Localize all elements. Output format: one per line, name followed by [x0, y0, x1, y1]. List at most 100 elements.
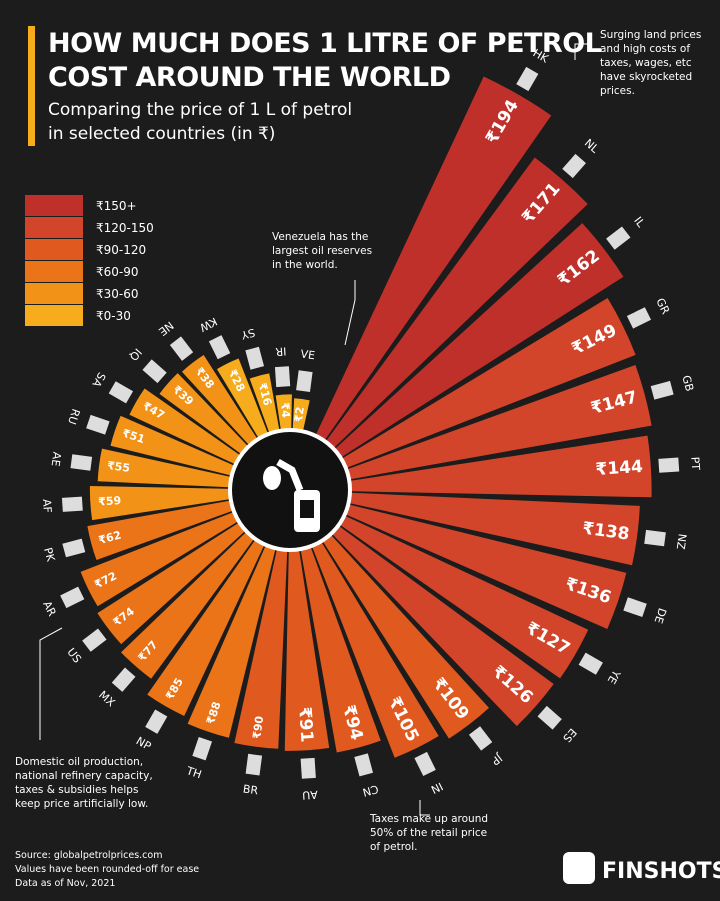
flag — [296, 370, 313, 392]
brand-logo — [563, 852, 595, 884]
country-label: CN — [361, 782, 380, 799]
value-label: ₹16 — [256, 382, 275, 408]
flag — [650, 380, 674, 400]
annotation: Taxes make up around — [369, 813, 488, 825]
bar — [300, 544, 381, 753]
flag — [62, 538, 86, 558]
chart-subtitle: in selected countries (in ₹) — [48, 124, 275, 144]
legend-label: ₹60-90 — [96, 265, 139, 279]
bar — [159, 373, 250, 456]
bar — [80, 511, 241, 607]
bar — [97, 521, 248, 645]
country-label: AE — [49, 451, 64, 467]
legend-label: ₹0-30 — [96, 309, 131, 323]
source-note: Data as of Nov, 2021 — [15, 878, 115, 889]
source-note: Source: globalpetrolprices.com — [15, 850, 162, 861]
flag — [60, 586, 85, 609]
bar — [346, 492, 640, 566]
flag — [208, 335, 231, 360]
flag — [245, 753, 263, 776]
annotation: in the world. — [272, 259, 338, 271]
bar — [147, 537, 266, 716]
annotation: prices. — [600, 85, 635, 97]
flag — [562, 153, 586, 179]
flag — [623, 597, 647, 617]
annotation: Venezuela has the — [272, 231, 368, 243]
bar — [314, 76, 552, 443]
bar — [234, 546, 288, 749]
bar — [332, 223, 624, 459]
value-label: ₹4 — [278, 402, 292, 418]
legend-label: ₹150+ — [96, 199, 137, 213]
country-label: PT — [688, 456, 702, 470]
flag — [468, 726, 493, 751]
country-label: TH — [184, 764, 203, 781]
value-label: ₹59 — [98, 494, 122, 508]
flag — [644, 529, 666, 547]
value-label: ₹62 — [97, 528, 123, 547]
legend-label: ₹30-60 — [96, 287, 139, 301]
bar — [87, 500, 236, 561]
chart-subtitle: Comparing the price of 1 L of petrol — [48, 100, 352, 120]
country-label: AU — [302, 788, 318, 802]
bar — [343, 503, 627, 629]
annotation: Surging land prices — [600, 29, 701, 41]
flag — [606, 226, 631, 250]
legend-swatch — [25, 239, 83, 260]
annotation: national refinery capacity, — [15, 770, 153, 782]
annotation: 50% of the retail price — [370, 827, 487, 839]
country-label: SY — [240, 326, 257, 342]
title-accent — [28, 26, 35, 146]
annotation: Domestic oil production, — [15, 756, 143, 768]
flag — [192, 736, 213, 761]
bar — [89, 485, 233, 521]
center-icon — [228, 428, 352, 552]
flag — [354, 753, 374, 777]
legend-label: ₹120-150 — [96, 221, 154, 235]
bar — [97, 448, 234, 488]
annotation: taxes, wages, etc — [600, 57, 692, 69]
flag — [516, 66, 539, 92]
bar — [321, 532, 489, 739]
value-label: ₹91 — [294, 706, 316, 743]
annotation: and high costs of — [600, 43, 690, 55]
bar — [344, 364, 652, 480]
legend-swatch — [25, 283, 83, 304]
bar — [121, 530, 256, 679]
flag — [169, 336, 194, 361]
country-label: YE — [605, 667, 624, 686]
country-label: PK — [41, 546, 57, 563]
flag — [578, 652, 603, 675]
legend-swatch — [25, 217, 83, 238]
country-label: IR — [275, 344, 287, 358]
bar — [110, 415, 237, 477]
country-label: DE — [652, 606, 669, 625]
chart-title: COST AROUND THE WORLD — [48, 62, 451, 93]
brand-name: FINSHOTS — [602, 859, 720, 884]
flag — [300, 757, 316, 779]
bar — [187, 543, 277, 738]
value-label: ₹90 — [250, 715, 266, 740]
annotation: keep price artificially low. — [15, 798, 148, 810]
annotation-line — [419, 800, 430, 816]
country-label: NZ — [674, 533, 689, 551]
annotation: have skyrocketed — [600, 71, 692, 83]
annotation: largest oil reserves — [272, 245, 372, 257]
bar — [129, 388, 243, 466]
legend-swatch — [25, 305, 83, 326]
value-label: ₹55 — [106, 459, 130, 475]
flag — [626, 307, 652, 329]
source-note: Values have been rounded-off for ease — [15, 864, 199, 875]
bar — [311, 539, 439, 758]
legend-label: ₹90-120 — [96, 243, 146, 257]
flag — [61, 496, 83, 512]
bar — [249, 373, 280, 436]
bar — [292, 398, 310, 434]
bar — [337, 514, 589, 679]
legend-swatch — [25, 261, 83, 282]
country-label: IN — [429, 779, 445, 796]
country-label: GB — [679, 374, 696, 393]
bar — [339, 298, 636, 469]
annotation: of petrol. — [370, 841, 417, 853]
